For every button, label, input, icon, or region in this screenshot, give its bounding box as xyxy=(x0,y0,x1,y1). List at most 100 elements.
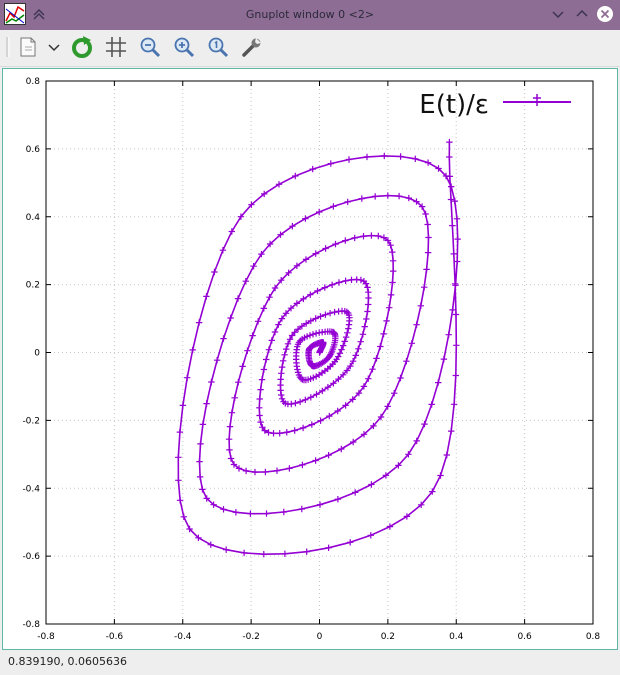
data-point-marker xyxy=(275,321,282,328)
data-point-marker xyxy=(347,362,354,370)
y-tick-label: -0.4 xyxy=(22,484,40,494)
data-point-marker xyxy=(451,280,459,287)
gnuplot-app-icon xyxy=(4,3,26,25)
cursor-coordinates: 0.839190, 0.0605636 xyxy=(8,655,127,668)
data-point-marker xyxy=(319,387,326,395)
data-point-marker xyxy=(449,306,456,314)
y-tick-label: 0.4 xyxy=(26,213,41,223)
maximize-icon[interactable] xyxy=(573,5,591,23)
data-point-marker xyxy=(335,308,342,315)
data-point-marker xyxy=(343,367,351,374)
plot-canvas[interactable]: -0.8 -0.6 -0.4 -0.2 0 0.2 0.4 0.6 0.8 -0.8 -0.6 -0.… xyxy=(2,68,618,650)
data-point-marker xyxy=(364,284,371,291)
zoom-in-icon[interactable] xyxy=(172,35,196,59)
data-point-marker xyxy=(184,374,191,381)
data-point-marker xyxy=(348,276,355,283)
settings-wrench-icon[interactable] xyxy=(240,35,264,59)
data-point-marker xyxy=(240,549,248,557)
data-point-marker xyxy=(283,345,290,353)
data-point-marker xyxy=(263,356,270,363)
data-point-marker xyxy=(277,387,284,394)
data-point-marker xyxy=(327,160,334,167)
grid-icon[interactable] xyxy=(104,35,128,59)
data-point-marker xyxy=(397,153,404,160)
data-point-marker xyxy=(242,467,250,475)
data-point-marker xyxy=(405,194,412,202)
data-point-marker xyxy=(280,357,287,364)
y-tick-label: 0.6 xyxy=(26,145,41,155)
data-point-marker xyxy=(403,358,410,365)
data-point-marker xyxy=(261,427,268,434)
data-point-marker xyxy=(429,488,436,495)
data-point-marker xyxy=(345,325,352,332)
data-point-marker xyxy=(405,451,412,458)
data-point-marker xyxy=(322,245,329,252)
data-point-marker xyxy=(336,350,344,357)
data-point-marker xyxy=(389,248,396,256)
data-point-marker xyxy=(283,429,290,436)
data-point-marker xyxy=(325,452,332,459)
dropdown-arrow-icon[interactable] xyxy=(46,35,62,59)
data-point-marker xyxy=(350,438,357,446)
data-point-marker xyxy=(248,201,255,208)
data-point-marker xyxy=(259,424,266,431)
data-point-marker xyxy=(363,153,371,161)
data-point-marker xyxy=(273,467,281,474)
data-point-marker xyxy=(232,509,240,516)
data-point-marker xyxy=(449,222,456,229)
copy-icon[interactable] xyxy=(16,35,40,59)
data-point-marker xyxy=(237,213,245,220)
data-point-marker xyxy=(293,262,301,269)
data-point-marker xyxy=(228,228,235,235)
data-point-marker xyxy=(425,234,432,241)
data-point-marker xyxy=(342,277,349,284)
zoom-fit-icon[interactable] xyxy=(206,35,230,59)
zoom-out-icon[interactable] xyxy=(138,35,162,59)
data-point-marker xyxy=(271,284,279,292)
close-icon[interactable] xyxy=(596,5,614,23)
data-point-marker xyxy=(395,192,403,200)
data-point-marker xyxy=(451,197,458,205)
data-point-marker xyxy=(446,173,453,180)
data-point-marker xyxy=(256,404,263,411)
data-point-marker xyxy=(249,332,256,339)
data-point-marker xyxy=(225,436,233,443)
data-point-marker xyxy=(345,156,353,163)
data-point-marker xyxy=(372,193,379,200)
data-point-marker xyxy=(312,457,319,464)
keep-above-icon[interactable] xyxy=(30,5,48,23)
data-point-marker xyxy=(230,461,238,468)
data-point-marker xyxy=(339,371,347,378)
data-point-marker xyxy=(287,305,295,312)
data-point-marker xyxy=(317,417,324,424)
data-point-marker xyxy=(235,465,243,472)
data-point-marker xyxy=(331,308,338,316)
data-point-marker xyxy=(281,351,288,358)
data-point-marker xyxy=(386,304,393,311)
data-point-marker xyxy=(179,402,187,409)
data-point-marker xyxy=(308,421,315,428)
data-point-marker xyxy=(251,468,259,476)
minimize-icon[interactable] xyxy=(549,5,567,23)
data-point-marker xyxy=(389,257,397,264)
data-point-marker xyxy=(341,338,348,345)
data-point-marker xyxy=(281,550,289,557)
data-point-marker xyxy=(355,389,363,397)
x-tick-label: 0.2 xyxy=(381,632,395,642)
data-point-marker xyxy=(223,546,230,553)
data-point-marker xyxy=(347,539,354,546)
data-point-marker xyxy=(278,315,286,322)
data-point-marker xyxy=(307,291,314,298)
data-point-marker xyxy=(276,430,283,437)
data-point-marker xyxy=(330,380,337,387)
data-point-marker xyxy=(312,315,319,322)
data-point-marker xyxy=(450,250,457,258)
data-point-marker xyxy=(446,138,453,146)
replot-icon[interactable] xyxy=(70,35,94,59)
data-point-marker xyxy=(235,379,242,386)
data-point-marker xyxy=(294,326,302,333)
data-point-marker xyxy=(422,210,429,218)
data-point-marker xyxy=(256,395,263,403)
data-point-marker xyxy=(357,338,364,345)
x-tick-label: 0.4 xyxy=(449,632,464,642)
